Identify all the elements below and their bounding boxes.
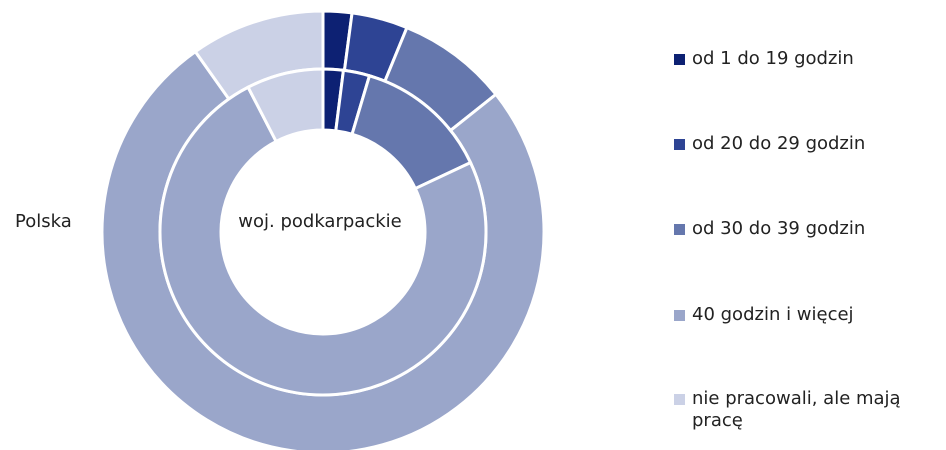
- donut-segment: [158, 85, 488, 397]
- legend: od 1 do 19 godzin od 20 do 29 godzin od 30…: [672, 0, 942, 450]
- legend-item: nie pracowali, ale mają pracę: [672, 388, 942, 432]
- series-label: woj. podkarpackie: [238, 211, 401, 232]
- legend-label: nie pracowali, ale mają pracę: [692, 388, 901, 431]
- legend-label: od 20 do 29 godzin: [692, 133, 866, 154]
- legend-item: 40 godzin i więcej: [672, 304, 942, 326]
- legend-item: od 30 do 39 godzin: [672, 218, 942, 240]
- legend-swatch: [674, 54, 685, 65]
- legend-swatch: [674, 224, 685, 235]
- legend-item: od 20 do 29 godzin: [672, 133, 942, 155]
- series-label: Polska: [15, 211, 72, 232]
- donut-segment: [246, 67, 325, 144]
- legend-item: od 1 do 19 godzin: [672, 48, 942, 70]
- legend-swatch: [674, 310, 685, 321]
- legend-label: 40 godzin i więcej: [692, 304, 854, 325]
- donut-chart: Polska woj. podkarpackie: [15, 9, 546, 450]
- legend-label: od 30 do 39 godzin: [692, 218, 866, 239]
- legend-swatch: [674, 139, 685, 150]
- legend-swatch: [674, 394, 685, 405]
- legend-label: od 1 do 19 godzin: [692, 48, 854, 69]
